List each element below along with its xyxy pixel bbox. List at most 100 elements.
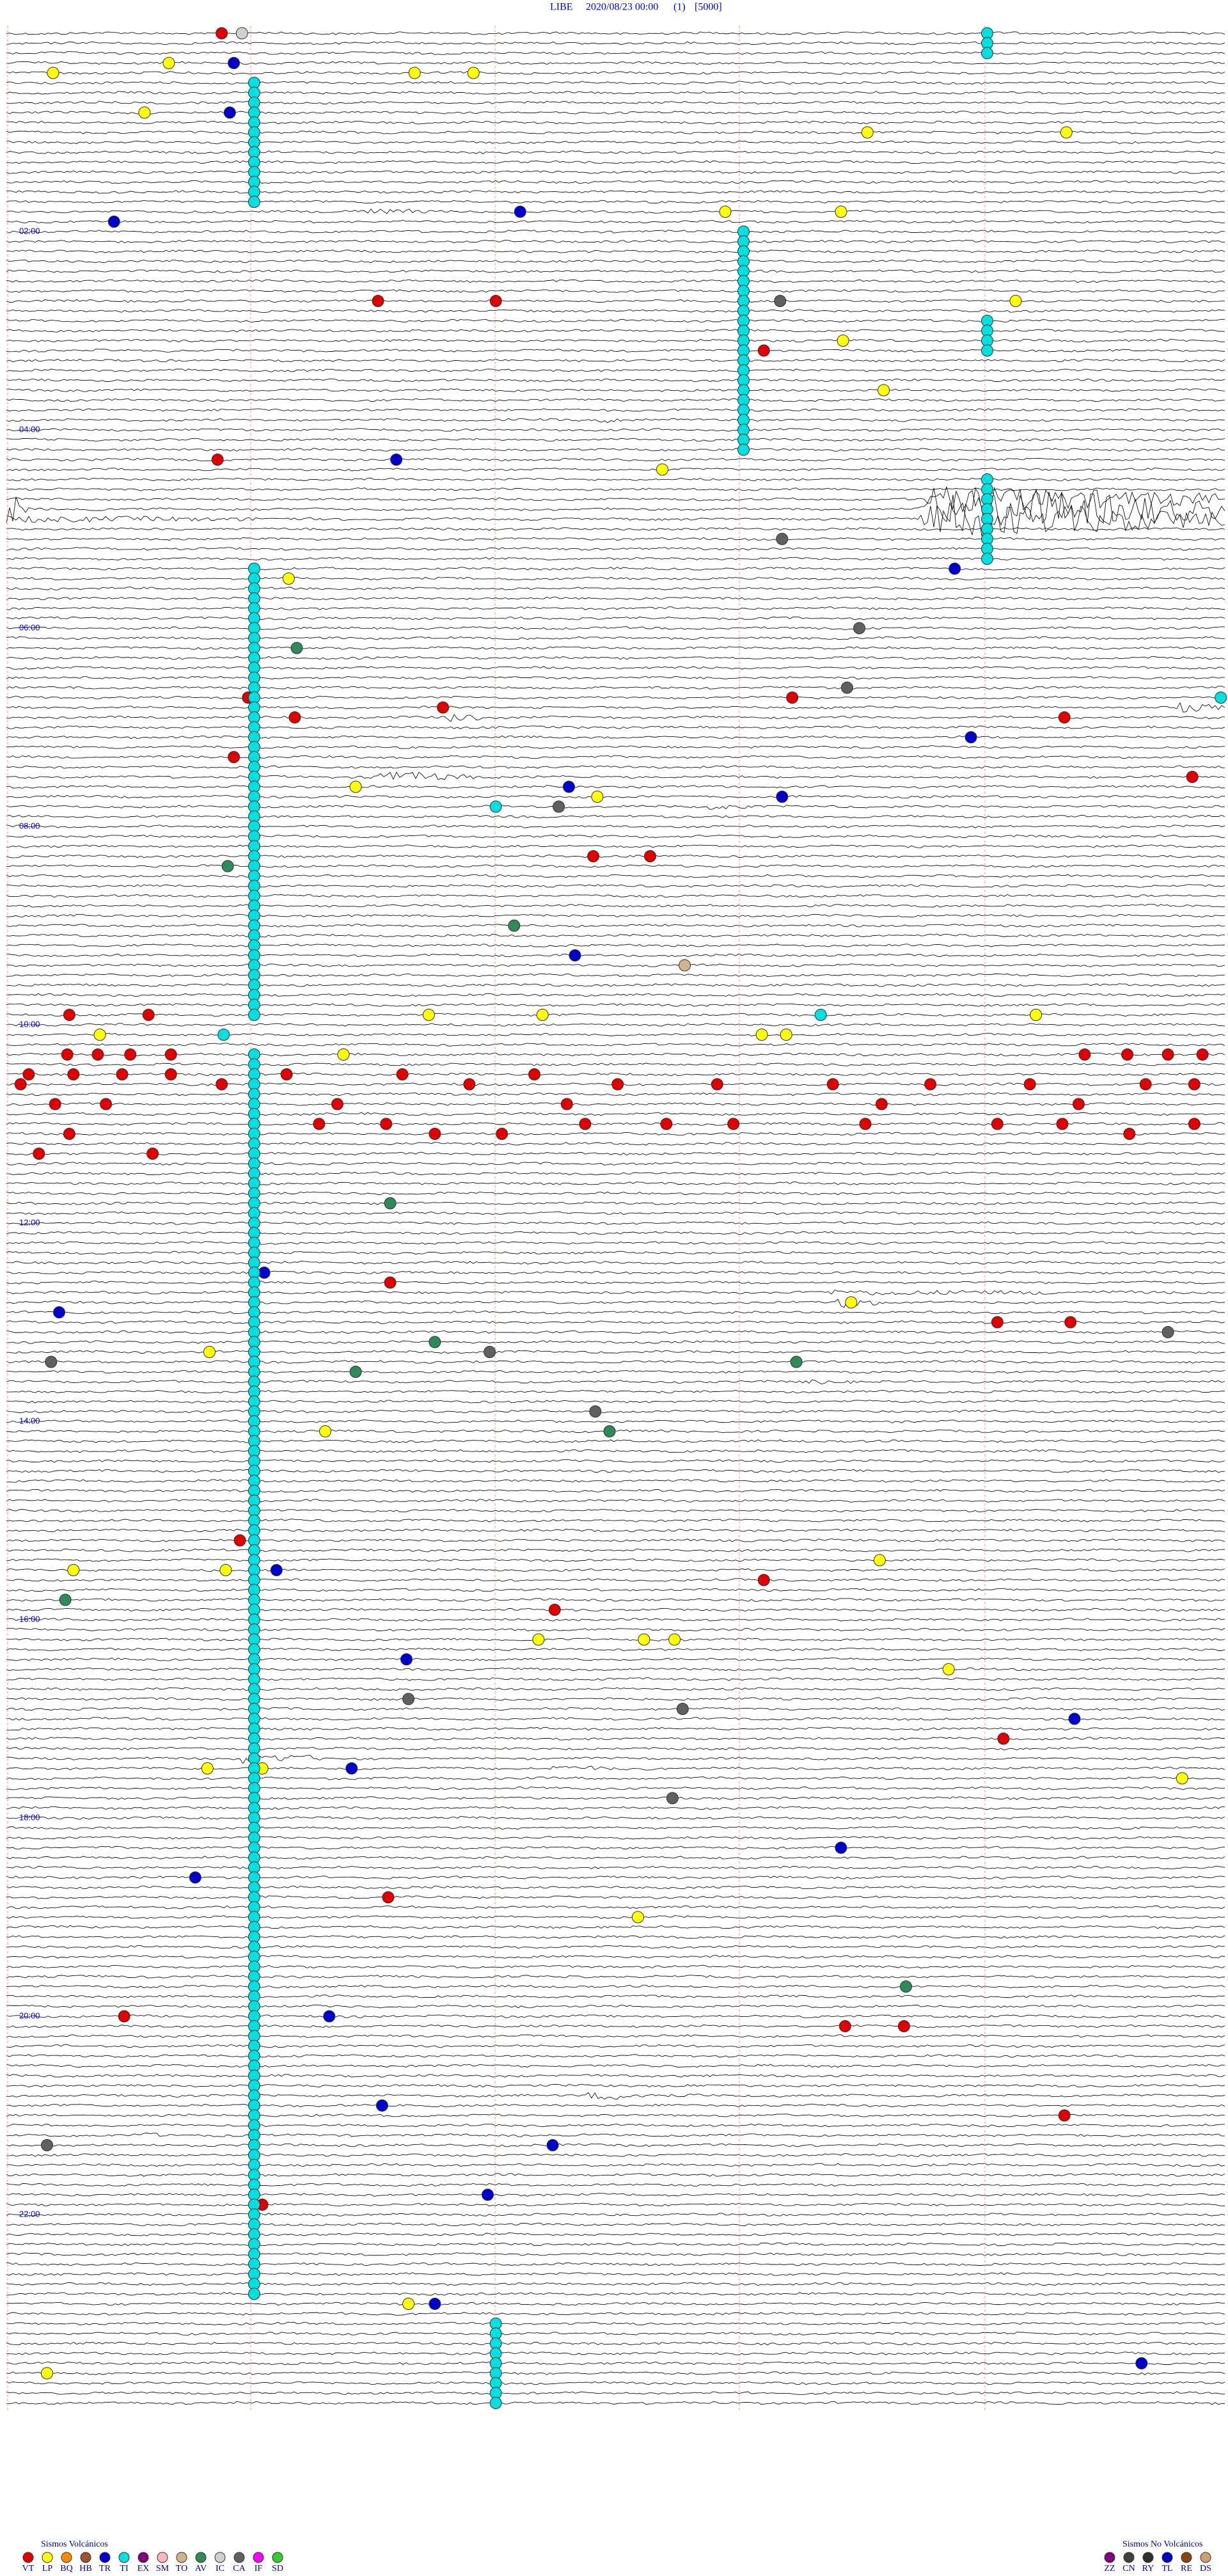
- trace: [6, 1737, 1225, 1741]
- event-marker: [711, 1078, 723, 1091]
- event-marker: [116, 1068, 129, 1080]
- event-marker: [138, 106, 151, 119]
- trace: [6, 61, 1225, 65]
- legend-code: DS: [1200, 2564, 1211, 2573]
- trace: [6, 358, 1225, 363]
- event-marker: [319, 1425, 331, 1437]
- trace: [6, 702, 1225, 713]
- trace: [6, 1132, 1225, 1136]
- event-marker: [536, 1009, 549, 1021]
- event-marker: [835, 205, 847, 218]
- trace: [6, 616, 1225, 620]
- event-marker: [280, 1068, 293, 1080]
- event-marker: [1123, 1128, 1136, 1140]
- trace: [6, 468, 1225, 471]
- trace: [6, 1389, 1225, 1394]
- trace: [6, 1627, 1225, 1632]
- event-marker: [1121, 1048, 1134, 1061]
- event-marker: [840, 681, 853, 694]
- trace: [6, 1995, 1225, 1998]
- hour-label: 14:00: [19, 1416, 40, 1425]
- event-marker: [372, 295, 384, 307]
- trace: [6, 1299, 1225, 1308]
- legend-swatch: [1200, 2552, 1211, 2563]
- event-marker: [482, 2188, 494, 2201]
- event-marker: [1058, 2109, 1071, 2122]
- trace: [6, 805, 1225, 810]
- event-marker: [997, 1732, 1010, 1745]
- trace: [6, 1092, 1225, 1096]
- event-marker: [873, 1554, 886, 1567]
- trace: [6, 279, 1225, 283]
- event-marker: [323, 2010, 336, 2023]
- event-marker: [489, 2397, 502, 2409]
- trace: [6, 567, 1225, 571]
- trace: [6, 1439, 1225, 1443]
- hour-labels: 02:00 04:00 06:00 08:00 10:00 12:00 14:00 16:00…: [19, 226, 40, 2218]
- channel: (1): [673, 2, 686, 13]
- event-marker: [164, 1048, 177, 1061]
- legend-swatch: [233, 2552, 245, 2563]
- trace: [6, 1519, 1225, 1522]
- event-marker: [49, 1098, 61, 1110]
- trace: [6, 1499, 1225, 1503]
- trace: [6, 388, 1225, 392]
- event-marker: [282, 573, 295, 585]
- event-marker: [1030, 1009, 1043, 1021]
- trace: [6, 2262, 1225, 2266]
- event-marker: [1009, 295, 1022, 307]
- legend-swatch: [157, 2552, 168, 2563]
- trace: [6, 1072, 1225, 1077]
- trace: [6, 41, 1225, 45]
- event-marker: [838, 2020, 851, 2032]
- legend-code: BQ: [60, 2564, 72, 2573]
- event-marker: [964, 731, 977, 743]
- event-marker: [1188, 1078, 1200, 1091]
- event-marker: [991, 1118, 1004, 1130]
- trace: [6, 587, 1225, 590]
- trace: [6, 2321, 1225, 2326]
- trace: [6, 2272, 1225, 2276]
- event-marker: [484, 1346, 496, 1358]
- trace: [6, 71, 1225, 75]
- trace: [6, 2092, 1225, 2100]
- event-marker: [776, 533, 789, 545]
- event-marker: [656, 463, 668, 476]
- event-marker: [63, 1009, 75, 1021]
- trace: [6, 656, 1225, 660]
- trace: [6, 1806, 1225, 1810]
- event-marker: [345, 1762, 358, 1774]
- trace: [6, 2034, 1225, 2038]
- trace: [6, 2004, 1225, 2009]
- trace: [6, 1191, 1225, 1196]
- traces: [6, 31, 1225, 2405]
- event-marker: [216, 1078, 228, 1091]
- event-marker: [546, 2139, 559, 2151]
- trace: [6, 944, 1225, 947]
- trace: [6, 2351, 1225, 2355]
- legend-swatch: [272, 2552, 283, 2563]
- hour-label: 22:00: [19, 2209, 40, 2218]
- event-marker: [216, 27, 228, 40]
- trace: [6, 2153, 1225, 2157]
- trace: [6, 745, 1225, 749]
- trace: [6, 2202, 1225, 2207]
- legend-title: Sismos Volcánicos: [41, 2540, 108, 2549]
- event-marker: [489, 295, 502, 307]
- trace: [6, 2193, 1225, 2197]
- event-marker: [489, 800, 502, 813]
- event-marker: [757, 1574, 770, 1586]
- event-marker: [638, 1633, 650, 1646]
- trace: [6, 913, 1225, 918]
- event-marker: [514, 205, 526, 218]
- trace: [6, 2282, 1225, 2286]
- legend-swatch: [195, 2552, 207, 2563]
- legend: Sismos Volcánicos VT LP BQ HB TR TI EX SM TO AV IC C…: [22, 2540, 1211, 2573]
- trace: [6, 2371, 1225, 2375]
- trace: [6, 894, 1225, 898]
- trace: [6, 2044, 1225, 2048]
- trace: [6, 814, 1225, 819]
- trace: [6, 735, 1225, 739]
- trace: [6, 190, 1225, 194]
- trace: [6, 963, 1225, 967]
